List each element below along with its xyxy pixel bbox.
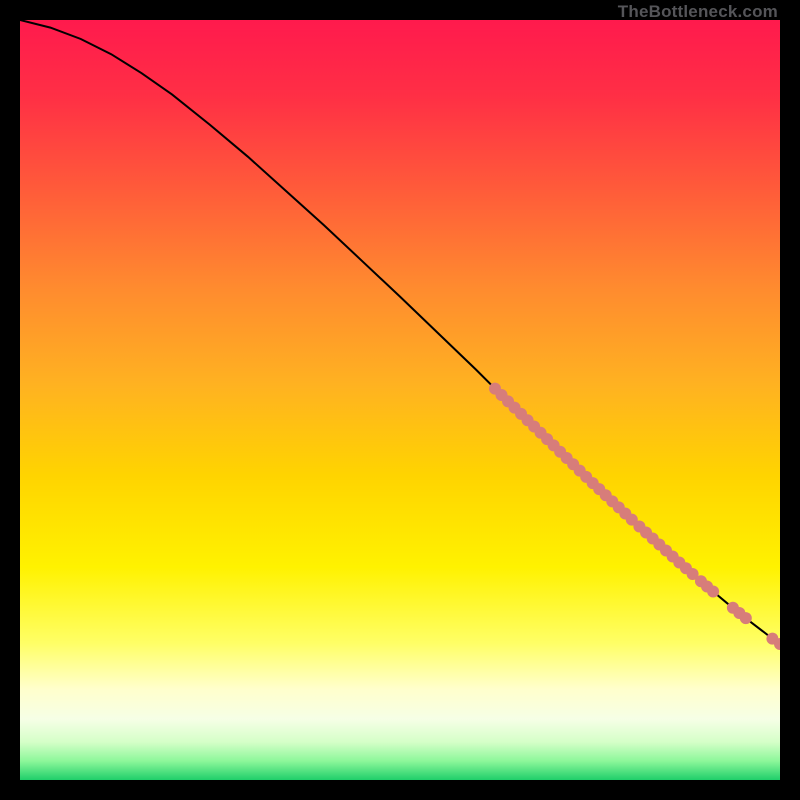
gradient-background bbox=[20, 20, 780, 780]
plot-area bbox=[20, 20, 780, 780]
data-marker bbox=[707, 586, 719, 598]
watermark-text: TheBottleneck.com bbox=[618, 2, 778, 22]
chart-svg bbox=[20, 20, 780, 780]
data-marker bbox=[740, 612, 752, 624]
chart-frame: TheBottleneck.com bbox=[0, 0, 800, 800]
